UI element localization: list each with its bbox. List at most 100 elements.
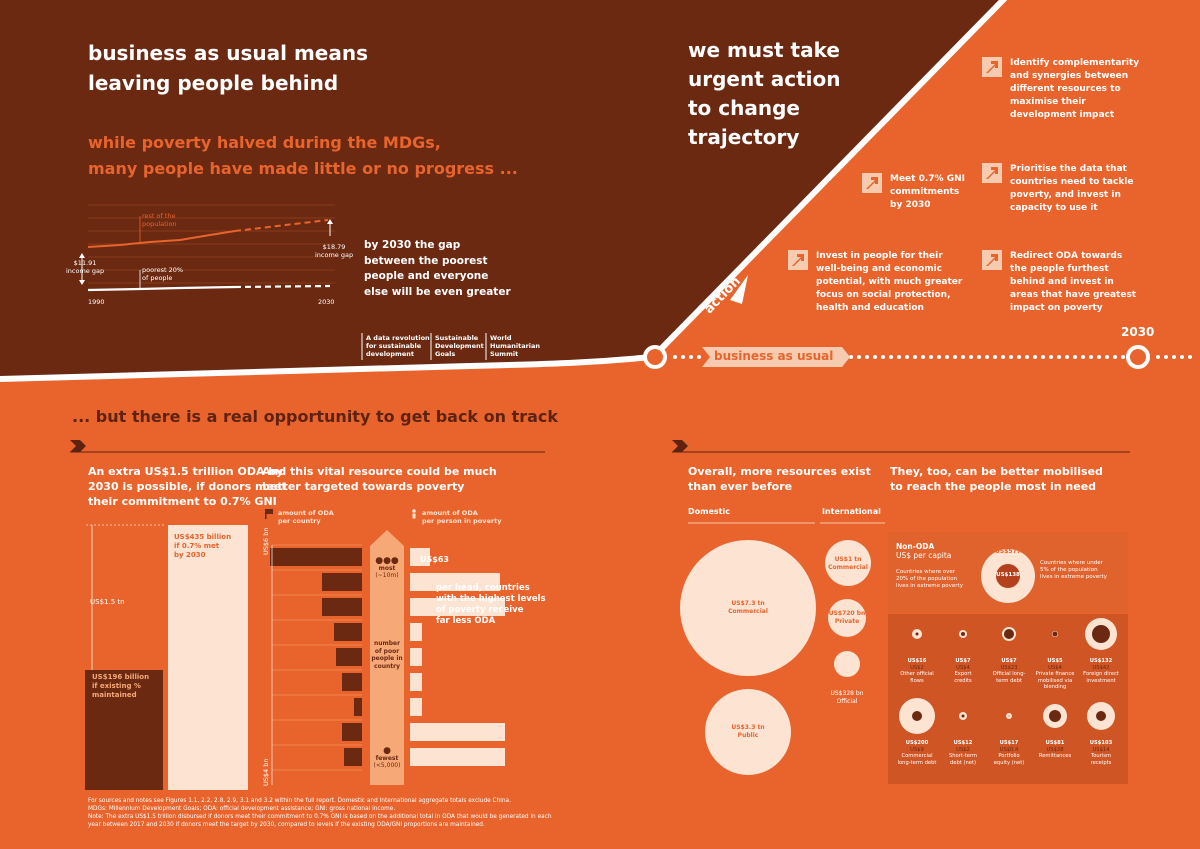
- nonoda-bubble: [959, 630, 967, 638]
- per-person-bar: [410, 573, 500, 591]
- nonoda-item: US$17 US$0.4 Portfolio equity (net): [986, 696, 1032, 766]
- resources-bubbles: [680, 522, 885, 775]
- int-private-label: US$720 bn Private: [828, 610, 866, 625]
- left-note: Countries where over 20% of the populatio…: [896, 569, 963, 589]
- nonoda-inner-val: US$138: [996, 572, 1020, 578]
- right-note: Countries where under 5% of the populatio…: [1040, 560, 1107, 580]
- per-country-bar: [342, 723, 362, 741]
- col-heading-mobilised: They, too, can be better mobilised to rea…: [890, 465, 1103, 493]
- nonoda-item: US$81 US$38 Remittances: [1032, 696, 1078, 760]
- per-country-bar: [322, 598, 362, 616]
- milestone-sdgs: Sustainable Development Goals: [435, 334, 484, 358]
- per-person-bar: [410, 648, 422, 666]
- bubble-int-commercial: [825, 540, 871, 586]
- series-rest-projection: [234, 219, 329, 232]
- x-start-label: 1990: [88, 298, 105, 306]
- nonoda-title: Non-ODA US$ per capita: [896, 542, 952, 560]
- per-person-bar: [410, 698, 422, 716]
- up-right-arrow-icon: [982, 250, 1002, 270]
- section-title-opportunity: ... but there is a real opportunity to g…: [72, 407, 559, 426]
- up-right-arrow-icon: [788, 250, 808, 270]
- int-commercial-label: US$1 tn Commercial: [828, 556, 868, 571]
- flag-icon: [265, 509, 273, 519]
- title-business-usual: business as usual means leaving people b…: [88, 41, 368, 95]
- per-country-bar: [354, 698, 362, 716]
- gap-note: by 2030 the gap between the poorest peop…: [364, 239, 511, 298]
- series-rest-solid: [87, 230, 236, 248]
- top-value: US$63: [420, 555, 449, 564]
- nonoda-item: US$132 US$42 Foreign direct investment: [1078, 614, 1124, 684]
- col-heading-oda: An extra US$1.5 trillion ODA by 2030 is p…: [88, 465, 287, 508]
- nonoda-bubble: [1002, 627, 1016, 641]
- axis-top-label: US$6 bn: [262, 527, 270, 555]
- nonoda-item: US$12 US$2 Short-term debt (net): [940, 696, 986, 766]
- nonoda-item: US$5 US$4 Private finance mobilised via ble…: [1032, 614, 1078, 691]
- per-person-bar: [410, 598, 505, 616]
- per-country-bar: [344, 748, 362, 766]
- oda-07-label: US$435 billion if 0.7% met by 2030: [174, 533, 232, 559]
- bubble-dom-public: [705, 689, 791, 775]
- dom-commercial-label: US$7.3 tn Commercial: [728, 600, 768, 615]
- per-country-bar: [342, 673, 362, 691]
- up-right-arrow-icon: [982, 57, 1002, 77]
- year-2030-label: 2030: [1121, 325, 1155, 339]
- domestic-heading: Domestic: [688, 507, 730, 516]
- nonoda-item: US$103 US$14 Tourism receipts: [1078, 696, 1124, 766]
- nonoda-item: US$200 US$9 Commercial long-term debt: [894, 696, 940, 766]
- nonoda-panel: Non-ODA US$ per capita US$577 US$138 Coun…: [888, 532, 1128, 784]
- milestone-whs: World Humanitarian Summit: [490, 334, 541, 358]
- gap-start-label: $11.91 income gap: [66, 259, 105, 275]
- bubble-dom-commercial: [680, 540, 816, 676]
- nonoda-bubble: [1085, 618, 1117, 650]
- gap-end-label: $18.79 income gap: [315, 243, 354, 259]
- nonoda-bubble: [1043, 704, 1067, 728]
- int-official-label: US$328 bn Official: [830, 690, 864, 705]
- col-heading-targeting: And this vital resource could be much bet…: [262, 465, 497, 493]
- nonoda-bubble: [912, 629, 922, 639]
- per-person-bar: [410, 723, 505, 741]
- per-person-bar: [410, 748, 505, 766]
- bar-oda-existing: [85, 670, 163, 790]
- people-icon: ●●●: [375, 556, 399, 566]
- nonoda-item: US$16 US$2 Other official flows: [894, 614, 940, 684]
- milestone-data-revolution: A data revolution for sustainable developm…: [366, 334, 430, 358]
- rest-label: rest of the population: [142, 212, 177, 228]
- nonoda-bubble: [899, 698, 935, 734]
- per-person-bar: [410, 623, 422, 641]
- title-urgent-action: we must take urgent action to change tra…: [688, 38, 841, 149]
- bottom-value: US$231,713: [458, 769, 516, 779]
- nonoda-item: US$7 US$23 Official long-term debt: [986, 614, 1032, 684]
- up-right-arrow-icon: [982, 163, 1002, 183]
- oda-bars: [85, 524, 248, 790]
- per-country-bar: [336, 648, 362, 666]
- oda-total-label: US$1.5 tn: [90, 598, 125, 606]
- poorest-label: poorest 20% of people: [142, 266, 184, 282]
- nonoda-bubble: [1052, 631, 1058, 637]
- col-heading-resources: Overall, more resources exist than ever b…: [688, 465, 871, 493]
- nonoda-bubble: [959, 712, 967, 720]
- bubble-int-private: [828, 599, 866, 637]
- up-right-arrow-icon: [862, 173, 882, 193]
- series-poorest-projection: [234, 284, 331, 289]
- series-poorest-solid: [87, 285, 236, 292]
- targeting-note: per head, countries with the highest leve…: [436, 583, 546, 626]
- start-node: [643, 345, 667, 369]
- per-country-bar: [334, 623, 362, 641]
- oda-existing-label: US$196 billion if existing % maintained: [92, 673, 150, 699]
- income-gap-chart: [79, 204, 335, 292]
- person-icon-small: ●: [383, 746, 391, 756]
- bar-oda-0.7: [168, 525, 248, 790]
- nonoda-big-circle: [981, 549, 1035, 603]
- bubble-int-official: [834, 651, 860, 677]
- end-node: [1126, 345, 1150, 369]
- dom-public-label: US$3.3 tn Public: [731, 724, 765, 739]
- nonoda-bubble: [1087, 702, 1115, 730]
- per-person-bar: [410, 673, 422, 691]
- axis-bottom-label: US$4 bn: [262, 758, 270, 786]
- footnotes: For sources and notes see Figures 1.1, 2…: [88, 798, 552, 828]
- action-arrow-head: [730, 275, 748, 304]
- poor-people-arrow: ●●● most (~10m) number of poor people in cou…: [370, 530, 404, 785]
- per-person-bar: [410, 548, 430, 566]
- international-heading: International: [822, 507, 881, 516]
